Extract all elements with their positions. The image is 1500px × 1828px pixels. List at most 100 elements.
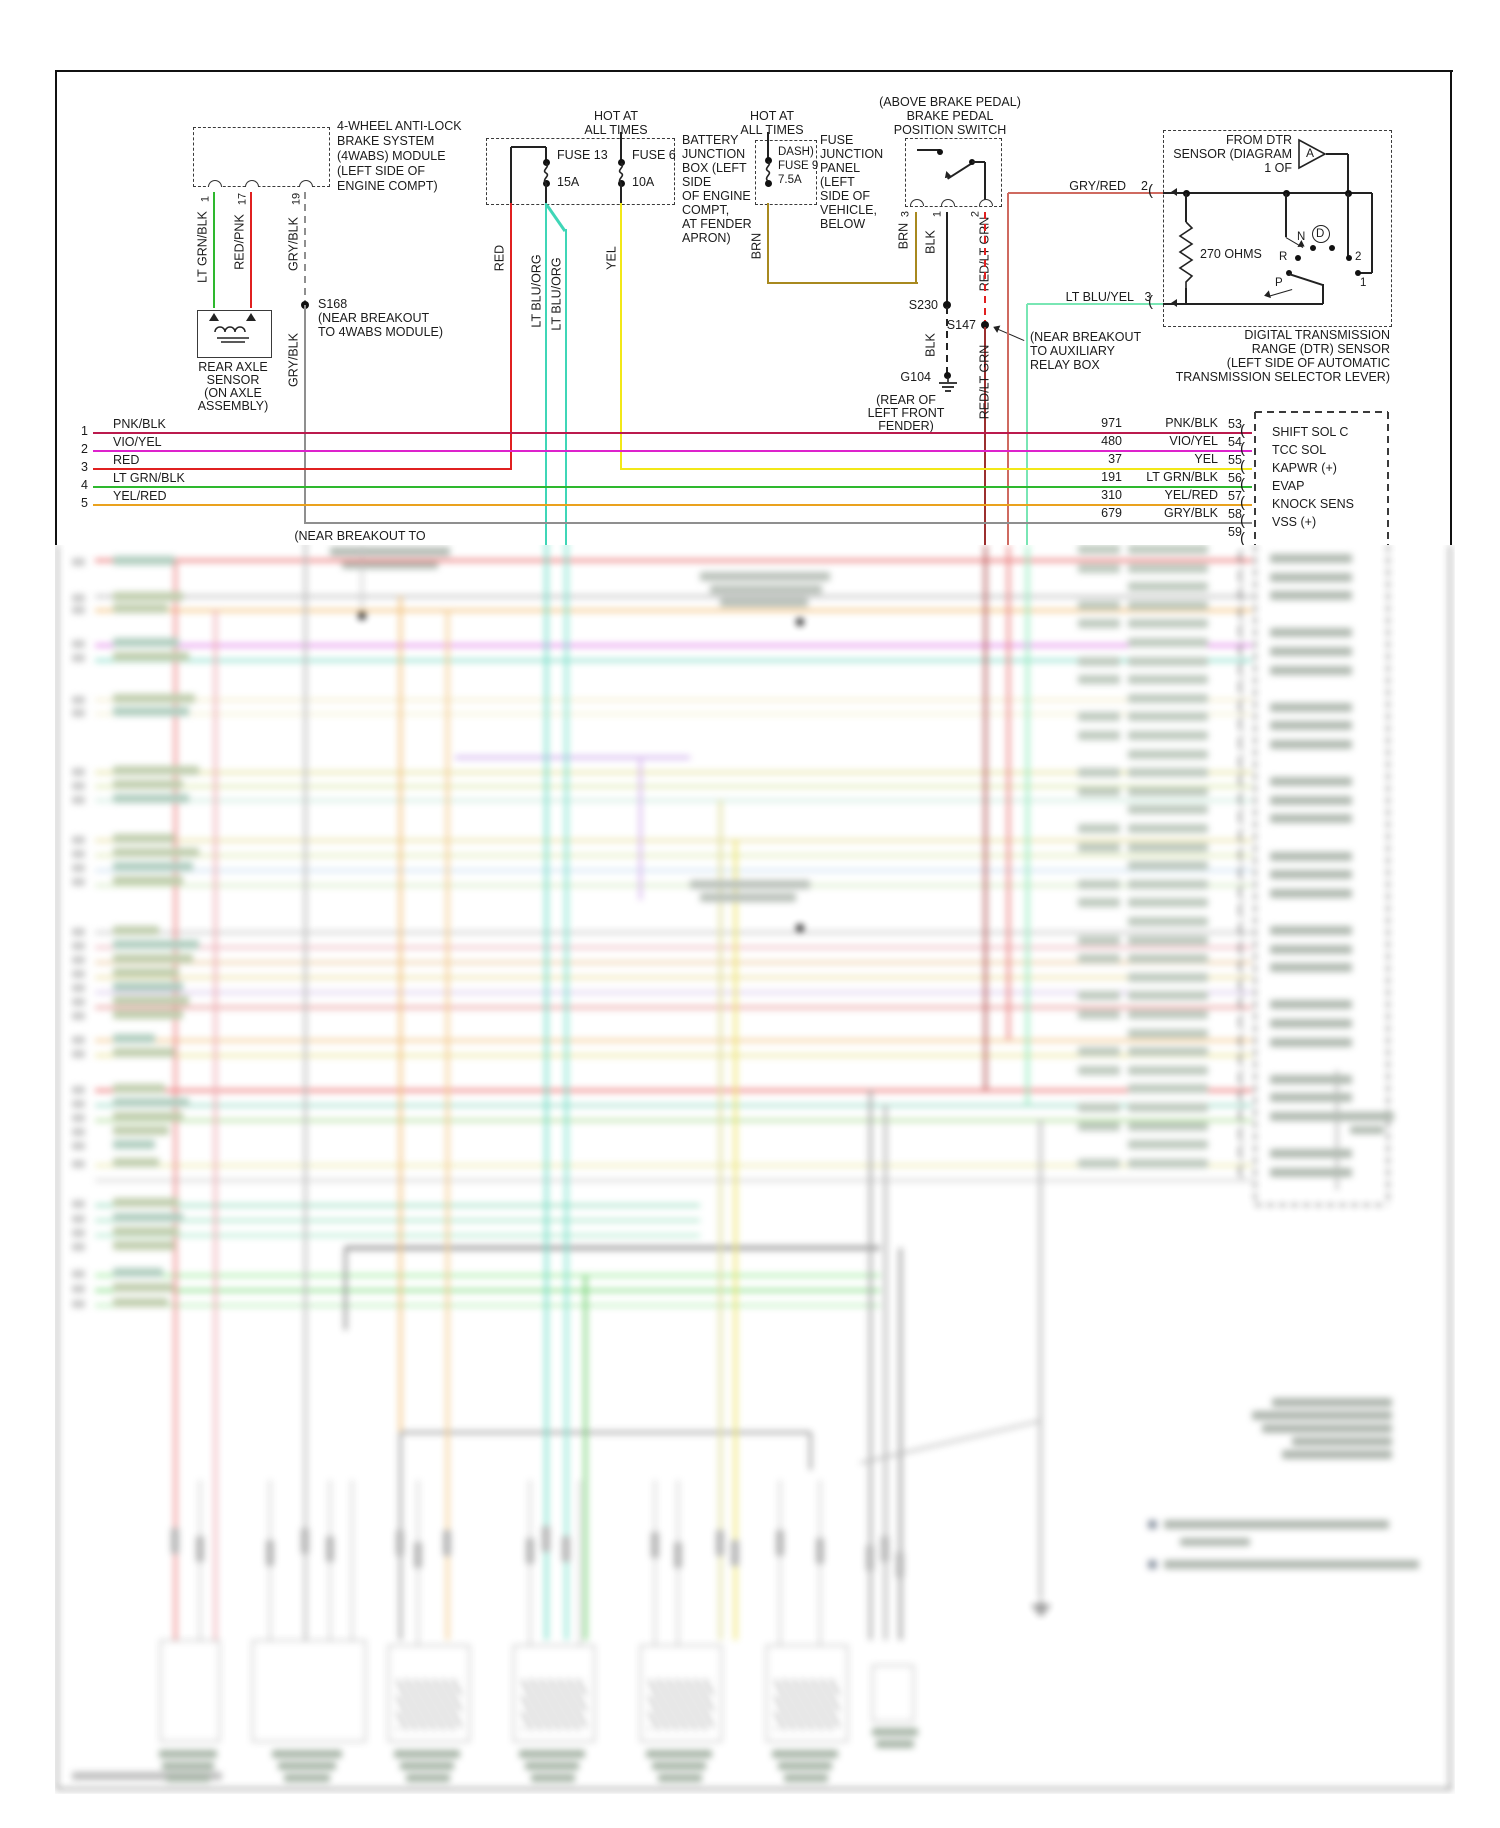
circuit-number: 310 xyxy=(1101,488,1122,502)
wire xyxy=(343,1248,347,1330)
wire-gry-blk xyxy=(303,305,307,524)
text-blob xyxy=(525,1762,579,1770)
pcm-row-text-blurred xyxy=(1128,898,1208,908)
wire xyxy=(303,545,307,1640)
text-blob xyxy=(301,1528,309,1554)
wire-brn xyxy=(914,212,918,284)
gear-r: R xyxy=(1279,251,1288,263)
text-blob xyxy=(406,1774,450,1782)
fuse-panel-label: FUSE xyxy=(820,133,854,147)
pcm-pin-blurred: ( xyxy=(1238,1143,1243,1161)
circuit-wire-name: YEL xyxy=(1194,452,1218,466)
wire xyxy=(564,545,568,1640)
circuit-number: 679 xyxy=(1101,506,1122,520)
pcm-row-text-blurred xyxy=(1128,656,1208,666)
left-row-number-blurred xyxy=(72,1128,85,1136)
text-blob xyxy=(272,1750,342,1758)
wire xyxy=(95,838,1252,842)
pcm-row-text-blurred xyxy=(1270,1037,1352,1047)
wire xyxy=(898,1248,902,1640)
wire-segment xyxy=(996,327,1025,341)
wire xyxy=(620,183,622,203)
left-row-number-blurred xyxy=(72,970,85,978)
dtr-caption: RANGE (DTR) SENSOR xyxy=(1251,342,1390,356)
wire xyxy=(95,930,1252,934)
left-row-number-blurred xyxy=(72,984,85,992)
pcm-row-text-blurred xyxy=(1270,554,1352,563)
left-row-number-blurred xyxy=(72,1300,85,1308)
connector-arc xyxy=(299,180,313,187)
pcm-box-top xyxy=(1255,411,1388,413)
left-row-number-blurred xyxy=(72,796,85,804)
pcm-pin-blurred: ( xyxy=(1238,566,1243,584)
hot-at-all-times: ALL TIMES xyxy=(740,123,804,137)
battery-box-label: JUNCTION xyxy=(682,147,746,161)
circuit-number: 191 xyxy=(1101,470,1122,484)
pcm-pin-blurred: ( xyxy=(1238,920,1243,937)
pcm-row-text-blurred xyxy=(1270,944,1352,954)
text-blob xyxy=(784,1774,828,1782)
text-blob xyxy=(872,1728,918,1736)
circuit-number: 37 xyxy=(1108,452,1122,466)
wire xyxy=(1371,193,1373,273)
pcm-pin-label: SHIFT SOL C xyxy=(1272,425,1349,439)
left-row-number-blurred xyxy=(72,956,85,964)
text-blob xyxy=(776,1530,784,1556)
connector-pin: ( xyxy=(1240,530,1245,547)
pcm-row-text-blurred xyxy=(1128,842,1208,852)
pcm-row-text-blurred xyxy=(1078,879,1120,889)
junction-dot xyxy=(1329,245,1335,251)
pcm-row-text-blurred xyxy=(1078,824,1120,833)
wire xyxy=(361,545,363,615)
pcm-pin-blurred: ( xyxy=(1238,789,1243,807)
pcm-row-text-blurred xyxy=(1128,582,1208,592)
connector-pin: ( xyxy=(1240,422,1245,439)
text-blob xyxy=(394,1750,460,1758)
wire xyxy=(983,545,987,1090)
circuit-number: 480 xyxy=(1101,434,1122,448)
splice-s230 xyxy=(943,301,951,309)
left-wire-label-blurred xyxy=(113,834,175,843)
pcm-row-text-blurred xyxy=(1078,731,1120,740)
wire xyxy=(779,1480,781,1645)
pcm-row-text-blurred xyxy=(1270,1167,1352,1177)
wire xyxy=(95,1103,1252,1107)
wire xyxy=(1163,192,1372,194)
pcm-row-text-blurred xyxy=(1128,954,1208,964)
left-wire-label-blurred xyxy=(113,638,179,647)
pcm-pin-blurred: ( xyxy=(1238,603,1243,621)
text-blob xyxy=(896,1552,904,1578)
left-wire-label-blurred xyxy=(113,1227,179,1236)
left-wire-label-blurred xyxy=(113,848,199,857)
pcm-row-text-blurred xyxy=(1270,572,1352,582)
text-blob xyxy=(674,1542,682,1568)
fuse-panel-label: JUNCTION xyxy=(820,147,884,161)
connector-arc xyxy=(245,180,259,187)
wire xyxy=(1358,272,1372,274)
connector-pin: ( xyxy=(1240,494,1245,511)
fuse-panel-label: BELOW xyxy=(820,217,866,231)
text-blob xyxy=(526,1538,534,1564)
junction-dot xyxy=(1295,255,1301,261)
wire xyxy=(654,1480,656,1645)
splice-s147-note: (NEAR BREAKOUT xyxy=(1030,330,1142,344)
splice-s230-label: S230 xyxy=(908,298,938,312)
row-red xyxy=(93,467,511,471)
pcm-row-text-blurred xyxy=(1128,861,1208,871)
pcm-pin-blurred: ( xyxy=(1238,678,1243,696)
wire-label: BRN xyxy=(896,222,911,250)
left-row-number-blurred xyxy=(72,1142,85,1150)
fwabs-label: ENGINE COMPT) xyxy=(337,179,438,193)
battery-box-label: BATTERY xyxy=(682,133,739,147)
pcm-row-text-blurred xyxy=(1270,1019,1352,1028)
left-row-number-blurred xyxy=(72,1012,85,1020)
row-yel-red xyxy=(93,503,1252,507)
pcm-pin-blurred: ( xyxy=(1238,734,1243,751)
hot-at-all-times: HOT AT xyxy=(594,109,638,123)
wire-lt-blu-yel xyxy=(1025,304,1029,545)
pcm-row-text-blurred xyxy=(1128,1103,1208,1112)
left-wire-label-blurred xyxy=(113,968,179,977)
pcm-row-text-blurred xyxy=(1128,1047,1208,1057)
